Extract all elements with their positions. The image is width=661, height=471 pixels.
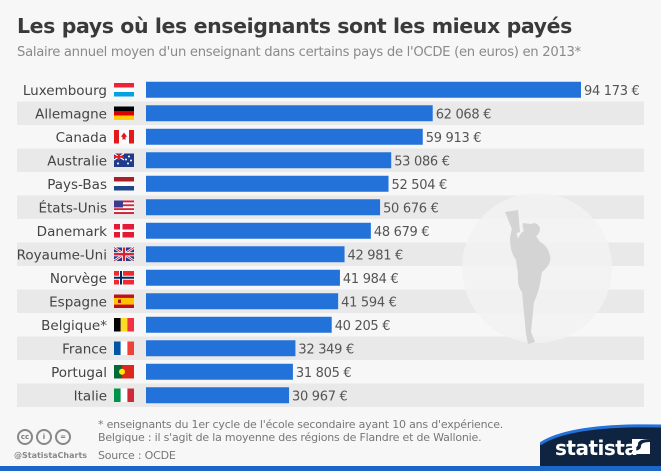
category-label: Belgique* xyxy=(41,318,107,334)
creative-commons-icon: cc xyxy=(17,429,33,445)
norway-flag-icon xyxy=(114,271,134,285)
bar xyxy=(146,175,389,192)
statista-logo-icon xyxy=(632,439,650,454)
bar xyxy=(146,81,581,98)
netherlands-flag-icon xyxy=(114,177,134,191)
category-label: Danemark xyxy=(37,224,108,240)
category-label: Espagne xyxy=(49,294,107,310)
footnote-teachers: * enseignants du 1er cycle de l'école se… xyxy=(98,418,504,431)
bottom-accent-line xyxy=(0,466,661,471)
value-label: 41 984 € xyxy=(343,272,399,287)
bar xyxy=(146,269,340,286)
statista-brand-banner xyxy=(540,424,661,471)
france-flag-icon xyxy=(114,341,134,355)
category-label: États-Unis xyxy=(38,199,107,216)
spain-flag-icon xyxy=(114,294,134,308)
portugal-flag-icon xyxy=(114,365,134,379)
germany-flag-icon xyxy=(114,106,134,120)
chart-title: Les pays où les enseignants sont les mie… xyxy=(17,14,572,38)
category-label: Portugal xyxy=(51,365,107,381)
value-label: 48 679 € xyxy=(374,225,430,240)
category-label: Allemagne xyxy=(35,106,107,122)
value-label: 50 676 € xyxy=(383,201,439,216)
attribution-icon: i xyxy=(36,429,52,445)
value-label: 62 068 € xyxy=(436,107,492,122)
uk-flag-icon xyxy=(113,246,135,263)
source-label: Source : OCDE xyxy=(98,449,176,462)
bar xyxy=(146,340,296,357)
denmark-flag-icon xyxy=(114,224,134,238)
chart-subtitle: Salaire annuel moyen d'un enseignant dan… xyxy=(17,45,581,60)
statista-handle: @StatistaCharts xyxy=(14,451,88,460)
value-label: 53 086 € xyxy=(394,154,450,169)
bar xyxy=(146,128,423,145)
value-label: 94 173 € xyxy=(584,84,640,99)
value-label: 30 967 € xyxy=(292,389,348,404)
bar xyxy=(146,387,290,404)
category-label: Luxembourg xyxy=(23,83,107,99)
bar xyxy=(146,316,332,333)
bar xyxy=(146,363,293,380)
bar xyxy=(146,105,433,122)
bar xyxy=(146,222,371,239)
belgium-flag-icon xyxy=(114,318,134,332)
silhouette-figure xyxy=(505,210,551,344)
luxembourg-flag-icon xyxy=(114,83,134,97)
category-label: Norvège xyxy=(50,271,107,287)
value-label: 41 594 € xyxy=(341,295,397,310)
category-label: France xyxy=(62,341,107,357)
license-icons: cc i = xyxy=(17,429,71,445)
bar xyxy=(146,246,345,263)
value-label: 42 981 € xyxy=(348,248,404,263)
statista-logo-text: statista xyxy=(555,436,638,460)
footnote-belgium: Belgique : il s'agit de la moyenne des r… xyxy=(98,431,482,444)
category-label: Canada xyxy=(56,130,107,146)
bar xyxy=(146,152,392,169)
no-derivatives-icon: = xyxy=(55,429,71,445)
category-label: Pays-Bas xyxy=(47,177,107,193)
teacher-silhouette xyxy=(462,193,612,344)
value-label: 31 805 € xyxy=(296,366,352,381)
value-label: 40 205 € xyxy=(335,319,391,334)
category-label: Italie xyxy=(74,388,107,404)
category-label: Australie xyxy=(47,153,107,169)
category-label: Royaume-Uni xyxy=(17,247,107,263)
canada-flag-icon xyxy=(114,130,134,144)
value-label: 59 913 € xyxy=(426,131,482,146)
usa-flag-icon xyxy=(114,200,134,215)
bar xyxy=(146,293,339,310)
value-label: 52 504 € xyxy=(392,178,448,193)
value-label: 32 349 € xyxy=(298,342,354,357)
italy-flag-icon xyxy=(114,388,134,402)
australia-flag-icon xyxy=(113,152,134,167)
bar xyxy=(146,199,381,216)
